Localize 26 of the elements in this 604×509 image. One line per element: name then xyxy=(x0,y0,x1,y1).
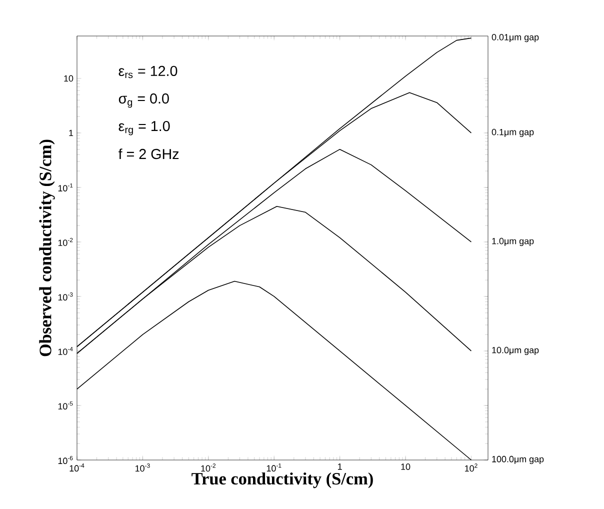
text: 0.01μm gap xyxy=(492,34,539,42)
x-tick-label: 10$^{-4}$ xyxy=(70,464,84,472)
annotation: ε$_{rs}$ = 12.0 xyxy=(118,66,178,78)
text: 10.0μm gap xyxy=(492,346,539,356)
y-axis-title: Observed conductivity (S/cm) xyxy=(39,140,55,356)
y-tick-label: 10$^{-3}$ xyxy=(58,292,73,301)
x-tick-label: 10$^{-3}$ xyxy=(135,464,150,472)
text: 100.0μm gap xyxy=(492,456,544,464)
y-tick-label: 10$^{-5}$ xyxy=(58,401,73,410)
y-tick-label: 1 xyxy=(69,130,74,136)
annotation: ε$_{rg}$ = 1.0 xyxy=(118,120,170,136)
y-tick-label: 10$^{-1}$ xyxy=(58,183,73,192)
x-tick-label: 10$^{-1}$ xyxy=(266,464,282,472)
y-tick-label: 10 xyxy=(64,75,74,82)
annotation: σ$_{g}$ = 0.0 xyxy=(118,93,169,108)
x-tick-label: 10$^{-2}$ xyxy=(201,464,216,472)
y-tick-label: 10$^{-2}$ xyxy=(58,238,73,246)
text: 0.1μm gap xyxy=(492,128,534,137)
x-tick-label: 1 xyxy=(338,464,342,470)
x-axis-title: True conductivity (S/cm) xyxy=(192,472,373,488)
x-tick-label: 10 xyxy=(401,464,410,470)
annotation: f = 2 GHz xyxy=(118,148,179,160)
y-tick-label: 10$^{-6}$ xyxy=(58,456,73,464)
x-tick-label: 10$^{2}$ xyxy=(465,464,478,472)
text: 1.0μm gap xyxy=(492,238,534,246)
y-tick-label: 10$^{-4}$ xyxy=(58,346,73,355)
